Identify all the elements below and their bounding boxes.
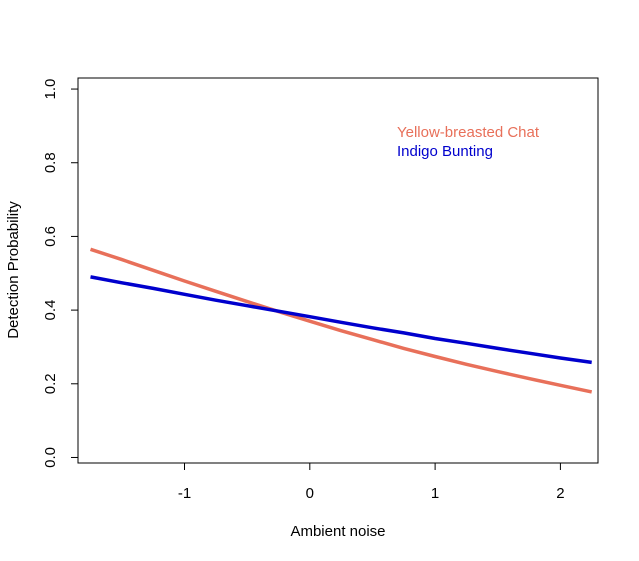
y-tick-label: 1.0 — [42, 79, 59, 100]
x-axis: -1 0 1 2 — [178, 462, 565, 502]
legend-entry-2: Indigo Bunting — [397, 143, 493, 160]
y-tick-label: 0.0 — [42, 447, 59, 468]
y-tick-label: 0.2 — [42, 373, 59, 394]
y-tick-label: 0.6 — [42, 226, 59, 247]
y-tick-label: 0.4 — [42, 300, 59, 321]
y-tick-label: 0.8 — [42, 152, 59, 173]
series-line-2 — [90, 275, 592, 365]
y-axis: 0.0 0.2 0.4 0.6 0.8 1.0 — [42, 79, 79, 468]
legend-entry-1: Yellow-breasted Chat — [397, 124, 540, 141]
series-layer — [89, 247, 593, 394]
x-tick-label: 0 — [306, 485, 314, 502]
series-line-1 — [89, 247, 593, 394]
legend: Yellow-breasted Chat Indigo Bunting — [397, 124, 540, 160]
x-tick-label: 2 — [556, 485, 564, 502]
x-tick-label: -1 — [178, 485, 191, 502]
x-axis-title: Ambient noise — [290, 523, 385, 540]
x-tick-label: 1 — [431, 485, 439, 502]
y-axis-title: Detection Probability — [5, 201, 22, 339]
